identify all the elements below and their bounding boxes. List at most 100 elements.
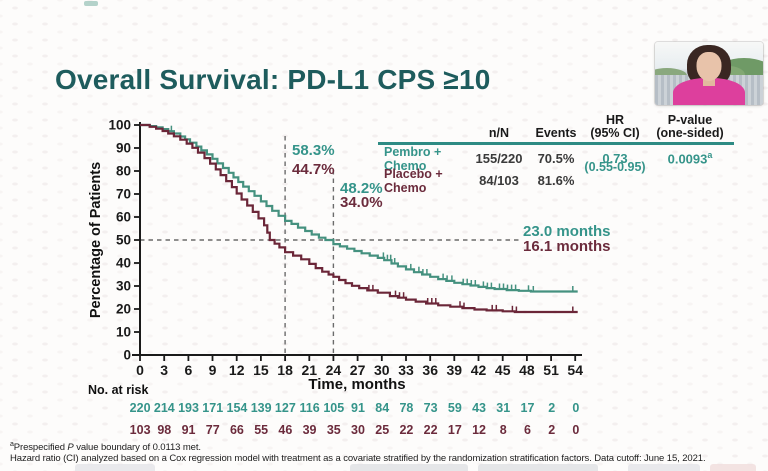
- table-divider-rule: [378, 142, 734, 145]
- risk-count: 105: [323, 401, 345, 415]
- risk-count: 214: [153, 401, 175, 415]
- risk-count: 43: [472, 401, 486, 415]
- p-value: 0.0093a: [667, 150, 713, 167]
- results-table-header: n/N Events HR (95% CI) P-value (one-sided): [378, 112, 734, 139]
- risk-row-pembro: 220 214 193 171 154 139 127 116 105 91 84 78 73 59 43 3…: [128, 401, 588, 415]
- table-row-placebo: Placebo + Chemo 84/103 81.6%: [378, 167, 734, 195]
- bottom-decor-block: [75, 464, 155, 471]
- svg-text:30: 30: [116, 279, 131, 294]
- risk-count: 59: [447, 401, 462, 415]
- svg-text:48: 48: [519, 362, 535, 378]
- no-at-risk-label: No. at risk: [88, 383, 149, 397]
- svg-text:50: 50: [116, 233, 131, 248]
- svg-text:24: 24: [326, 362, 342, 378]
- presenter-webcam-video[interactable]: [655, 42, 763, 105]
- svg-text:9: 9: [209, 362, 217, 378]
- y-axis-title: Percentage of Patients: [88, 161, 104, 319]
- median-os-pembro: 23.0 months: [523, 223, 611, 240]
- risk-count: 220: [129, 401, 151, 415]
- risk-count: 66: [229, 423, 244, 437]
- svg-text:60: 60: [116, 210, 131, 225]
- svg-text:0: 0: [123, 348, 131, 363]
- hazard-ratio-value: 0.73: [602, 151, 628, 166]
- legend-label-pembro: Pembro + Chemo: [384, 144, 442, 173]
- legend-label-placebo: Placebo + Chemo: [384, 166, 443, 195]
- risk-count: 39: [302, 423, 317, 437]
- risk-count: 91: [181, 423, 196, 437]
- risk-count: 31: [496, 401, 511, 415]
- placebo-events: 81.6%: [537, 173, 575, 188]
- svg-text:45: 45: [495, 362, 511, 378]
- svg-text:36: 36: [422, 362, 438, 378]
- risk-count: 17: [520, 401, 535, 415]
- risk-count: 171: [202, 401, 224, 415]
- rate-18mo-pembro: 58.3%: [292, 142, 335, 159]
- risk-count: 17: [447, 423, 462, 437]
- bottom-decor-block: [478, 464, 598, 471]
- risk-count: 193: [178, 401, 199, 415]
- header-p-value: P-value (one-sided): [656, 113, 724, 140]
- bottom-decor-block: [350, 464, 468, 471]
- slide-title: Overall Survival: PD-L1 CPS ≥10: [55, 64, 491, 95]
- rate-18mo-placebo: 44.7%: [292, 161, 335, 178]
- svg-text:54: 54: [567, 362, 583, 378]
- presenter-neck: [703, 76, 715, 86]
- svg-text:100: 100: [108, 118, 131, 133]
- risk-count: 22: [399, 423, 414, 437]
- risk-count: 22: [423, 423, 438, 437]
- presenter-face: [696, 52, 722, 81]
- svg-text:21: 21: [302, 362, 318, 378]
- rate-24mo-pembro: 48.2%: [340, 180, 383, 197]
- results-table: n/N Events HR (95% CI) P-value (one-sided)…: [378, 112, 734, 195]
- risk-count: 0: [572, 423, 580, 437]
- risk-count: 127: [274, 401, 296, 415]
- risk-count: 73: [423, 401, 438, 415]
- header-n-over-N: n/N: [488, 125, 510, 140]
- header-hr: HR (95% CI): [590, 113, 640, 140]
- svg-text:18: 18: [277, 362, 293, 378]
- risk-count: 84: [375, 401, 390, 415]
- x-axis-title: Time, months: [308, 376, 406, 393]
- svg-text:90: 90: [116, 141, 131, 156]
- svg-text:3: 3: [160, 362, 168, 378]
- svg-text:39: 39: [447, 362, 463, 378]
- bottom-decor-block: [710, 464, 756, 471]
- risk-count: 77: [205, 423, 220, 437]
- bottom-decor-block: [628, 464, 700, 471]
- risk-count: 6: [523, 423, 531, 437]
- risk-count: 46: [278, 423, 293, 437]
- svg-text:40: 40: [116, 256, 131, 271]
- svg-text:30: 30: [374, 362, 390, 378]
- risk-count: 12: [472, 423, 486, 437]
- risk-count: 154: [226, 401, 248, 415]
- pembro-n-over-N: 155/220: [475, 151, 523, 166]
- risk-count: 0: [572, 401, 580, 415]
- risk-count: 30: [351, 423, 365, 437]
- risk-count: 91: [351, 401, 365, 415]
- svg-text:80: 80: [116, 164, 131, 179]
- svg-text:70: 70: [116, 187, 131, 202]
- svg-text:12: 12: [229, 362, 245, 378]
- svg-text:27: 27: [350, 362, 366, 378]
- risk-row-placebo: 103 98 91 77 66 55 46 39 35 30 25 22 22 17 12 8 6 2 0: [128, 423, 588, 437]
- risk-count: 2: [548, 423, 556, 437]
- risk-count: 8: [499, 423, 507, 437]
- placebo-n-over-N: 84/103: [479, 173, 519, 188]
- svg-text:42: 42: [471, 362, 487, 378]
- median-os-placebo: 16.1 months: [523, 238, 611, 255]
- risk-count: 25: [375, 423, 390, 437]
- header-events: Events: [535, 125, 577, 140]
- risk-count: 2: [548, 401, 556, 415]
- pembro-events: 70.5%: [537, 151, 575, 166]
- risk-count: 98: [157, 423, 172, 437]
- svg-text:51: 51: [543, 362, 559, 378]
- svg-text:15: 15: [253, 362, 269, 378]
- risk-count: 78: [399, 401, 414, 415]
- table-row-pembro: Pembro + Chemo 155/220 70.5% 0.73 0.0093…: [378, 145, 734, 173]
- svg-text:10: 10: [116, 325, 131, 340]
- svg-text:6: 6: [185, 362, 193, 378]
- corner-artifact-mark: [84, 1, 98, 6]
- svg-text:0: 0: [136, 362, 144, 378]
